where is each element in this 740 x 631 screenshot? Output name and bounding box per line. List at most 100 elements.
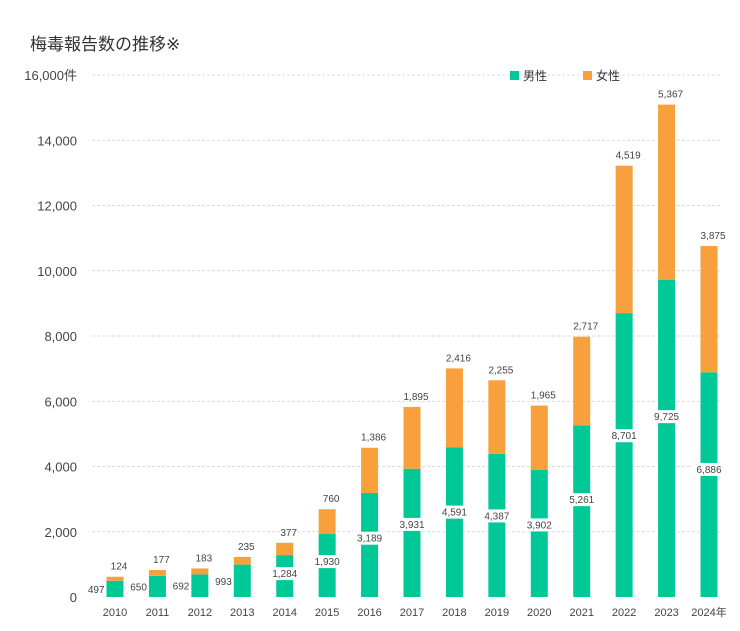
data-label-male: 3,931 bbox=[399, 520, 424, 531]
y-tick-label: 0 bbox=[70, 590, 77, 605]
bar-female bbox=[148, 570, 166, 576]
bar-male bbox=[148, 575, 166, 597]
data-label-female: 377 bbox=[280, 528, 297, 539]
y-tick-label: 4,000 bbox=[44, 460, 77, 475]
data-label-bg bbox=[606, 429, 643, 443]
data-label-male: 3,902 bbox=[527, 520, 552, 531]
data-label-female: 183 bbox=[196, 553, 213, 564]
data-label-male: 4,591 bbox=[442, 508, 467, 519]
bar-male bbox=[233, 564, 251, 597]
bar-female bbox=[318, 509, 336, 535]
bar-male bbox=[403, 468, 421, 597]
x-tick-label: 2023 bbox=[654, 607, 678, 619]
data-label-female: 3,875 bbox=[700, 231, 725, 242]
legend-label: 男性 bbox=[523, 69, 547, 83]
bar-female bbox=[106, 576, 124, 581]
data-label-female: 124 bbox=[111, 562, 128, 573]
data-label-male: 5,261 bbox=[569, 495, 594, 506]
data-label-bg bbox=[394, 517, 430, 531]
legend-label: 女性 bbox=[596, 68, 620, 83]
data-label-male: 9,725 bbox=[654, 412, 679, 423]
data-label-female: 2,717 bbox=[573, 322, 598, 333]
bar-male bbox=[615, 313, 633, 597]
x-tick-label: 2017 bbox=[400, 607, 424, 619]
bar-male bbox=[700, 372, 718, 597]
data-label-bg bbox=[351, 531, 388, 545]
data-label-bg bbox=[266, 567, 303, 581]
bar-male bbox=[361, 492, 379, 597]
bar-female bbox=[445, 368, 463, 448]
y-tick-label: 10,000 bbox=[37, 264, 77, 279]
data-label-bg bbox=[648, 410, 685, 424]
data-label-male: 4,387 bbox=[484, 511, 509, 522]
legend: 男性 女性 bbox=[510, 68, 620, 83]
bar-male bbox=[488, 453, 506, 597]
data-label-male: 497 bbox=[88, 585, 105, 596]
data-label-female: 760 bbox=[323, 494, 340, 505]
data-label-female: 1,965 bbox=[531, 391, 556, 402]
x-tick-label: 2019 bbox=[485, 607, 509, 619]
data-label-bg bbox=[521, 518, 558, 532]
bar-female bbox=[700, 245, 718, 373]
data-label-male: 650 bbox=[130, 582, 147, 593]
x-axis: 2010 2011 2012 2013 2014 2015 2016 2017 2018 2019… bbox=[103, 605, 727, 619]
y-axis: 0 2,000 4,000 6,000 8,000 10,000 12,000 14,000 1… bbox=[24, 68, 77, 605]
y-tick-label: 12,000 bbox=[37, 199, 77, 214]
y-tick-label: 8,000 bbox=[44, 329, 77, 344]
x-tick-label: 2024年 bbox=[691, 605, 726, 619]
bar-female bbox=[233, 556, 251, 565]
data-label-male: 6,886 bbox=[696, 465, 721, 476]
data-label-female: 2,255 bbox=[488, 365, 513, 376]
data-label-male: 692 bbox=[173, 582, 190, 593]
data-label-female: 235 bbox=[238, 542, 255, 553]
x-tick-label: 2013 bbox=[230, 607, 254, 619]
x-tick-label: 2012 bbox=[188, 607, 212, 619]
x-tick-label: 2016 bbox=[357, 607, 381, 619]
data-label-male: 1,930 bbox=[315, 557, 340, 568]
data-label-bg bbox=[478, 509, 515, 523]
bar-female bbox=[191, 568, 209, 575]
data-label-bg bbox=[436, 505, 473, 519]
data-label-bg bbox=[309, 555, 346, 569]
bar-female bbox=[276, 542, 294, 556]
legend-swatch bbox=[583, 71, 592, 80]
x-tick-label: 2015 bbox=[315, 607, 339, 619]
bar-male bbox=[573, 425, 591, 597]
bar-male bbox=[658, 279, 676, 597]
x-tick-label: 2011 bbox=[146, 607, 170, 619]
data-label-female: 4,519 bbox=[616, 151, 641, 162]
data-label-female: 177 bbox=[153, 555, 170, 566]
bar-male bbox=[106, 580, 124, 597]
bar-male bbox=[445, 447, 463, 597]
y-tick-label: 16,000件 bbox=[24, 68, 77, 83]
bar-female bbox=[403, 406, 421, 469]
data-label-male: 8,701 bbox=[612, 431, 637, 442]
y-tick-label: 14,000 bbox=[37, 133, 77, 148]
x-tick-label: 2021 bbox=[569, 607, 593, 619]
chart-title: 梅毒報告数の推移※ bbox=[30, 35, 180, 55]
bar-female bbox=[573, 336, 591, 426]
data-label-male: 1,284 bbox=[272, 569, 297, 580]
x-tick-label: 2018 bbox=[442, 607, 466, 619]
data-label-female: 1,386 bbox=[361, 433, 386, 444]
y-tick-label: 6,000 bbox=[44, 394, 77, 409]
bar-female bbox=[361, 447, 379, 493]
data-label-female: 2,416 bbox=[446, 353, 471, 364]
x-tick-label: 2020 bbox=[527, 607, 551, 619]
bar-female bbox=[530, 405, 548, 470]
x-tick-label: 2014 bbox=[272, 607, 296, 619]
bar-female bbox=[658, 104, 676, 280]
data-label-male: 993 bbox=[215, 577, 232, 588]
data-label-bg bbox=[691, 462, 727, 476]
x-tick-label: 2010 bbox=[103, 607, 127, 619]
data-label-female: 1,895 bbox=[403, 392, 428, 403]
bar-female bbox=[615, 165, 633, 314]
data-label-male: 3,189 bbox=[357, 534, 382, 545]
y-tick-label: 2,000 bbox=[44, 525, 77, 540]
bar-female bbox=[488, 380, 506, 454]
bar-male bbox=[530, 469, 548, 597]
x-tick-label: 2022 bbox=[612, 607, 636, 619]
bar-male bbox=[191, 574, 209, 597]
